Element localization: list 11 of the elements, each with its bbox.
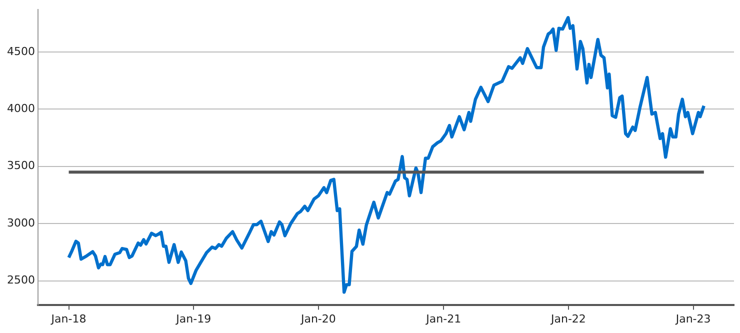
x-tick-label: Jan-19: [175, 312, 212, 326]
x-tick-label: Jan-20: [300, 312, 336, 326]
x-tick-label: Jan-21: [425, 312, 462, 326]
y-tick-label: 2500: [6, 274, 35, 287]
x-tick-label: Jan-22: [550, 312, 586, 326]
y-tick-label: 3500: [6, 159, 35, 172]
y-tick-label: 4500: [6, 44, 35, 58]
y-tick-label: 3000: [6, 216, 35, 230]
y-tick-label: 4000: [6, 102, 35, 116]
x-tick-label: Jan-18: [50, 312, 86, 326]
x-tick-label: Jan-23: [674, 312, 711, 326]
